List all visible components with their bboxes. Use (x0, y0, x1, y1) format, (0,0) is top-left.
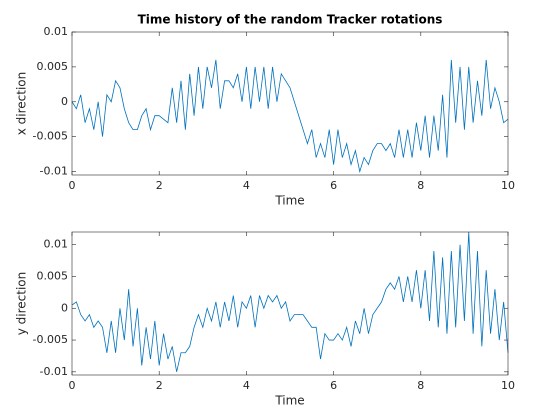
x-tick-label: 6 (330, 379, 337, 392)
data-line (71, 231, 509, 372)
x-axis-label: Time (274, 194, 304, 208)
x-tick-label: 8 (417, 179, 424, 192)
y-tick-label: 0.005 (37, 60, 69, 73)
y-tick-label: -0.005 (33, 333, 68, 346)
y-axis-label: x direction (15, 72, 29, 136)
x-tick-label: 0 (69, 179, 76, 192)
y-tick-label: -0.01 (40, 365, 68, 378)
chart-title: Time history of the random Tracker rotat… (138, 13, 443, 27)
axes-box (71, 31, 509, 176)
x-axis-label: Time (274, 394, 304, 408)
y-tick-label: 0 (61, 301, 68, 314)
data-line (71, 59, 509, 174)
y-tick-label: -0.005 (33, 130, 68, 143)
y-axis-label: y direction (15, 272, 29, 336)
x-tick-label: 0 (69, 379, 76, 392)
x-tick-label: 10 (501, 379, 515, 392)
axes-background (72, 232, 508, 375)
y-tick-label: 0 (61, 95, 68, 108)
x-tick-label: 4 (243, 379, 250, 392)
x-tick-label: 8 (417, 379, 424, 392)
x-tick-label: 4 (243, 179, 250, 192)
axes-background (72, 32, 508, 175)
x-tick-label: 2 (156, 179, 163, 192)
y-tick-label: 0.005 (37, 269, 69, 282)
x-tick-label: 6 (330, 179, 337, 192)
y-tick-label: 0.01 (44, 238, 69, 251)
axes-box (71, 231, 509, 376)
y-tick-label: 0.01 (44, 25, 69, 38)
x-tick-label: 10 (501, 179, 515, 192)
y-tick-label: -0.01 (40, 165, 68, 178)
x-tick-label: 2 (156, 379, 163, 392)
